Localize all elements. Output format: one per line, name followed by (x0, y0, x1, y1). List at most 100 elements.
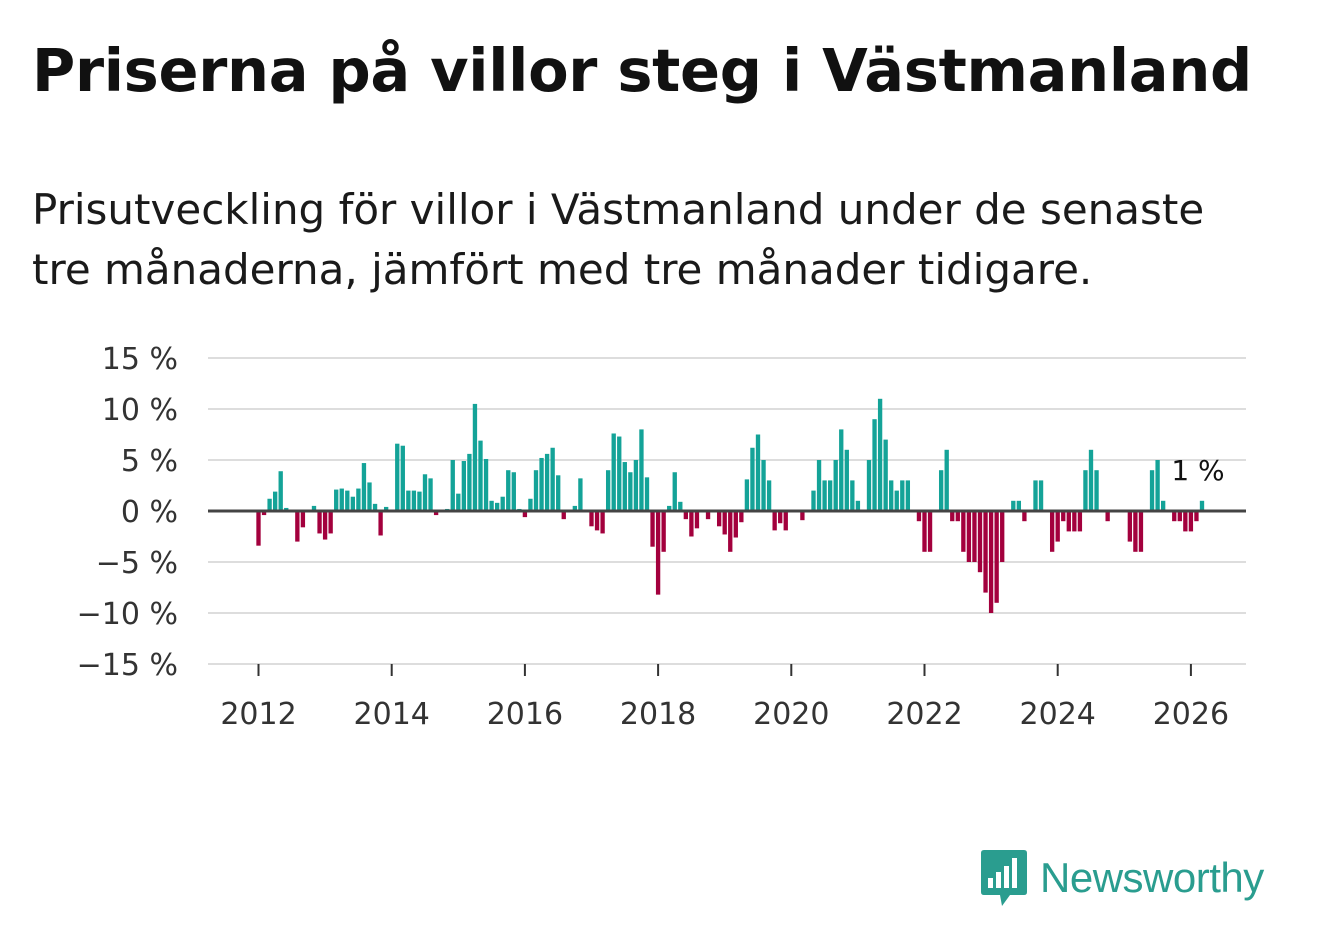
bar (1172, 511, 1177, 522)
bar (661, 511, 666, 552)
bar (938, 470, 944, 511)
bar (1061, 511, 1066, 522)
bar (916, 511, 922, 522)
bar (617, 436, 622, 511)
bar (667, 505, 672, 511)
bar (977, 511, 983, 573)
bar (705, 511, 711, 520)
bar (755, 434, 761, 511)
bar (528, 498, 533, 511)
newsworthy-logo: Newsworthy (980, 848, 1264, 908)
y-tick-label: 5 % (121, 444, 178, 479)
bar (400, 445, 405, 511)
newsworthy-logo-icon (981, 850, 1027, 906)
bar (1088, 449, 1094, 511)
x-tick-label: 2022 (886, 697, 962, 732)
bar (694, 511, 700, 529)
bar (511, 472, 516, 511)
x-tick-label: 2020 (753, 697, 829, 732)
bar (522, 511, 528, 518)
bar (1194, 511, 1199, 522)
bar (866, 460, 872, 511)
bar (1038, 480, 1044, 511)
bar (1055, 511, 1060, 542)
bar (422, 474, 428, 511)
bar (345, 490, 350, 511)
chart-title: Priserna på villor steg i Västmanland (32, 36, 1252, 105)
bar (406, 490, 411, 511)
bar (872, 419, 877, 511)
y-tick-label: −5 % (96, 546, 178, 581)
bar (572, 505, 578, 511)
bar (761, 460, 766, 511)
bar (328, 511, 333, 534)
bar (339, 488, 344, 511)
bar (1138, 511, 1144, 552)
bar (267, 498, 272, 511)
bar (361, 463, 367, 511)
x-tick-label: 2012 (220, 697, 296, 732)
bar (1000, 511, 1005, 562)
bar (494, 502, 500, 511)
bar (1083, 470, 1088, 511)
bar (605, 470, 611, 511)
bar (955, 511, 960, 522)
bar (433, 511, 439, 516)
bar (483, 458, 489, 511)
bar (972, 511, 977, 562)
bar (533, 470, 539, 511)
x-tick-label: 2018 (620, 697, 696, 732)
bar (350, 496, 356, 511)
bar (622, 462, 627, 511)
bar (378, 511, 383, 536)
bar (850, 480, 855, 511)
bar (1022, 511, 1027, 522)
bar (417, 491, 422, 511)
bar (672, 472, 677, 511)
bar (678, 501, 683, 511)
bar (983, 511, 988, 593)
bar (1199, 500, 1205, 511)
bar (822, 480, 827, 511)
bar (611, 433, 616, 511)
bar (578, 478, 583, 511)
bar (489, 500, 494, 511)
bar (811, 490, 816, 511)
bar (1094, 470, 1099, 511)
bar (772, 511, 777, 531)
bar (633, 460, 639, 511)
bar (395, 443, 400, 511)
bar (589, 511, 594, 527)
bar (1177, 511, 1182, 522)
bar (1127, 511, 1133, 542)
bar (1149, 470, 1155, 511)
bar (1077, 511, 1083, 532)
bar (750, 447, 755, 511)
bar (550, 447, 555, 511)
bars (256, 398, 1205, 613)
bar (833, 460, 838, 511)
bar (877, 398, 883, 511)
bar (816, 460, 822, 511)
x-tick-label: 2024 (1020, 697, 1096, 732)
bar (883, 439, 888, 511)
bar (278, 471, 283, 511)
bar (716, 511, 722, 527)
chart-subtitle: Prisutveckling för villor i Västmanland … (32, 185, 1205, 294)
bar (655, 511, 661, 595)
bar (683, 511, 689, 520)
bar (1072, 511, 1077, 532)
bar (1155, 460, 1160, 511)
bar (766, 480, 772, 511)
bar (317, 511, 322, 534)
bar (300, 511, 306, 528)
bar (988, 511, 994, 613)
bar (256, 511, 261, 546)
bar (733, 511, 738, 538)
bar (450, 460, 455, 511)
bar (950, 511, 955, 522)
bar (900, 480, 905, 511)
bar (295, 511, 300, 542)
bar (739, 511, 744, 523)
bar (1133, 511, 1138, 552)
